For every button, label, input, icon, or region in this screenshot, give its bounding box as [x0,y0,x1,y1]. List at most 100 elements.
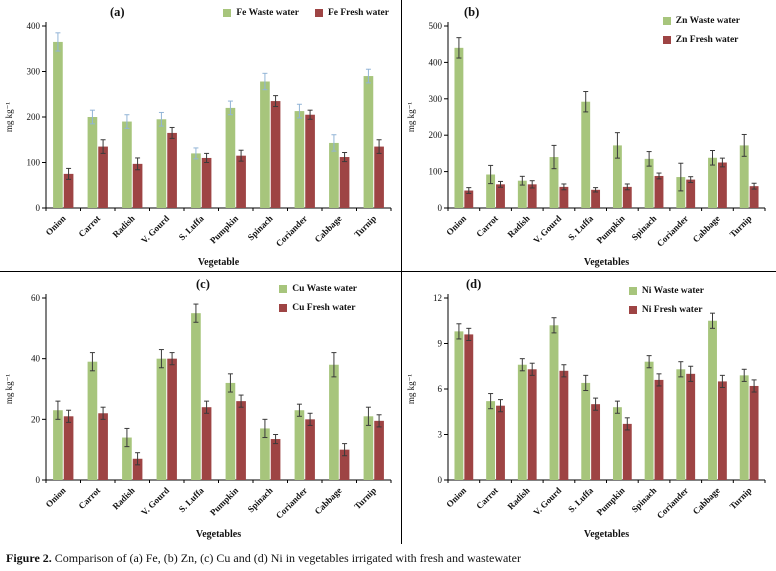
y-tick-label: 3 [438,430,443,440]
x-tick-label: Radish [110,485,136,511]
bar [167,132,177,208]
bar [260,428,270,480]
chart-grid: 0 100 200 300 400 mg kg⁻¹ Onion Carrot Radish V. … [0,0,776,544]
x-tick-label: Turnip [728,485,754,511]
waste-water-swatch-icon [662,17,671,25]
x-tick-label: Pumpkin [208,213,240,245]
bar [236,155,246,208]
x-axis-title: Vegetables [196,529,241,540]
bar [686,179,696,208]
x-tick-label: Turnip [728,213,754,239]
bar [676,369,686,480]
panel-b: 0 100 200 300 400 500 mg kg⁻¹ Onion Carrot Radish… [402,0,776,272]
bar [496,405,505,480]
panel-c: 0 20 40 60 mg kg⁻¹ Onion Carrot Radish V. Gourd S… [0,272,402,544]
waste-water-swatch-icon [279,285,288,293]
x-tick-label: Spinach [629,213,658,242]
bar [270,439,281,480]
bar [339,449,350,480]
bar [549,325,559,480]
x-tick-label: Coriander [655,485,690,520]
bar [486,174,496,208]
x-tick-label: Carrot [474,485,500,511]
bar [464,190,474,208]
legend-label: Fe Waste water [236,8,299,18]
bar [156,119,167,208]
panel-a-label: (a) [110,5,125,19]
x-tick-label: Turnip [352,213,378,239]
bar [98,146,108,208]
panel-d-legend: Ni Waste water Ni Fresh water [628,286,704,315]
x-axis-title: Vegetables [584,529,629,540]
bar [591,189,601,208]
legend-item-zn-fresh: Zn Fresh water [662,35,738,45]
y-tick-label: 400 [27,21,41,31]
bar [63,416,74,480]
legend-item-ni-waste: Ni Waste water [628,286,704,296]
bar [708,320,717,480]
x-tick-label: Cabbage [691,213,722,244]
bar [454,331,464,480]
fresh-water-swatch-icon [314,9,323,17]
y-tick-label: 60 [31,293,41,303]
x-tick-label: Carrot [76,213,102,239]
x-tick-label: S. Luffa [177,485,206,514]
waste-water-swatch-icon [628,287,637,295]
bar [156,358,167,480]
x-tick-label: Carrot [76,485,102,511]
x-tick-label: Spinach [246,485,275,514]
bar [717,381,727,480]
bar [654,175,664,208]
y-tick-label: 0 [438,475,443,485]
x-tick-label: V. Gourd [139,213,171,245]
bar [305,419,315,480]
bar [191,153,201,208]
y-tick-label: 200 [429,130,443,140]
bar [559,186,569,208]
bar [496,184,505,208]
x-tick-label: Radish [110,213,136,239]
x-tick-label: Pumpkin [595,213,627,245]
y-tick-label: 100 [429,167,443,177]
legend-item-cu-fresh: Cu Fresh water [279,303,355,313]
fresh-water-swatch-icon [279,304,288,312]
bar [517,364,527,480]
x-tick-label: Onion [444,485,468,509]
panel-b-plot: 0 100 200 300 400 500 mg kg⁻¹ Onion Carrot Radish… [406,21,766,268]
x-tick-label: Cabbage [313,485,344,516]
bar [622,423,632,480]
x-tick-label: S. Luffa [177,213,206,242]
y-tick-label: 400 [429,57,443,67]
bar [708,157,717,208]
x-tick-label: S. Luffa [566,213,595,242]
bar [236,401,246,480]
bar [739,145,749,208]
bar [339,157,350,208]
bar [612,407,622,480]
bar [591,404,601,480]
y-tick-label: 0 [438,203,443,213]
legend-item-zn-waste: Zn Waste water [662,16,740,26]
bar [329,142,339,208]
bar [486,401,496,480]
waste-water-swatch-icon [223,9,232,17]
bar [260,81,270,208]
bar [454,47,464,209]
x-tick-label: Carrot [474,213,500,239]
fresh-water-swatch-icon [628,306,637,314]
bar [53,410,63,480]
x-tick-label: Onion [44,485,68,509]
bar [191,313,201,480]
bar [464,334,474,480]
bar [581,382,591,480]
bar [225,107,236,208]
x-tick-label: Pumpkin [208,485,240,517]
bar [612,145,622,208]
x-axis-title: Vegetables [584,257,629,268]
bar [581,101,591,208]
bar [294,410,305,480]
bar [644,361,654,480]
y-tick-label: 200 [27,112,41,122]
x-tick-label: V. Gourd [531,213,563,245]
